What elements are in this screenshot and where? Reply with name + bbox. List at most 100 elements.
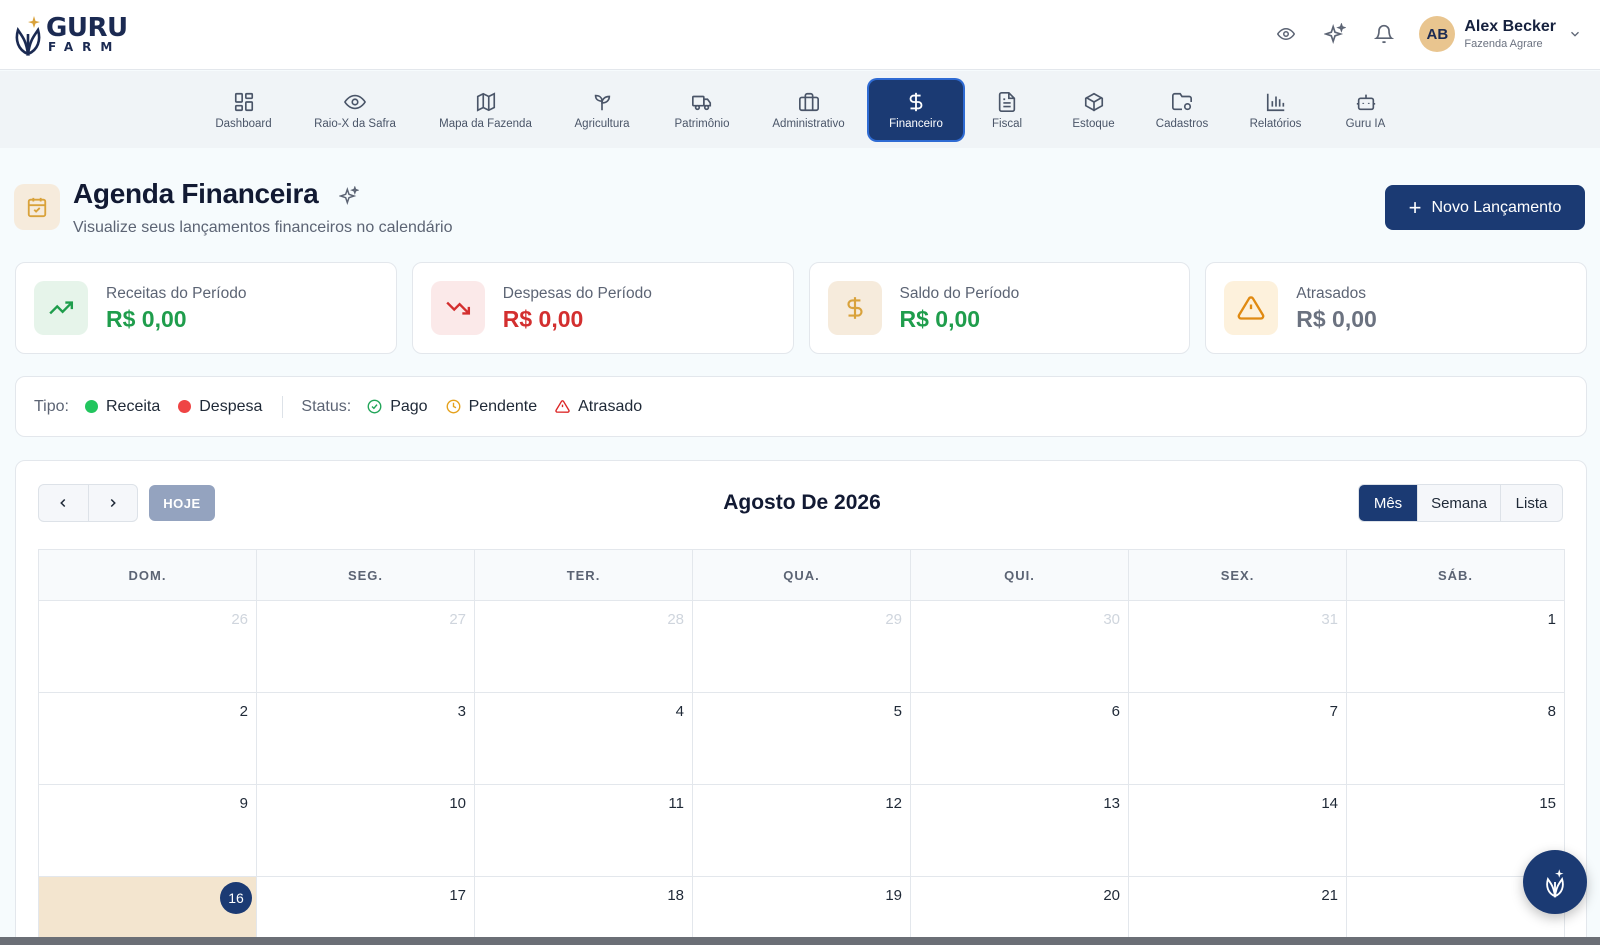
day-number: 17 bbox=[449, 887, 466, 904]
day-cell[interactable]: 31 bbox=[1129, 601, 1347, 693]
calendar-weeks: 26 27 28 29 30 31 1 2 3 4 5 6 7 8 9 10 11 12 13 14 15 16 17 18 1… bbox=[39, 601, 1565, 945]
week-row: 26 27 28 29 30 31 1 bbox=[39, 601, 1565, 693]
next-month-button[interactable] bbox=[87, 485, 138, 521]
day-cell[interactable]: 10 bbox=[257, 785, 475, 877]
day-cell[interactable]: 12 bbox=[693, 785, 911, 877]
card-label: Atrasados bbox=[1296, 285, 1367, 302]
day-number: 8 bbox=[1547, 703, 1556, 720]
nav-label: Raio-X da Safra bbox=[314, 117, 396, 130]
view-month-button[interactable]: Mês bbox=[1359, 485, 1417, 521]
guru-assistant-button[interactable] bbox=[1523, 850, 1587, 914]
nav-estoque[interactable]: Estoque bbox=[1051, 80, 1136, 140]
day-cell[interactable]: 29 bbox=[693, 601, 911, 693]
day-cell[interactable]: 7 bbox=[1129, 693, 1347, 785]
day-cell[interactable]: 13 bbox=[911, 785, 1129, 877]
status-label: Status: bbox=[301, 397, 352, 415]
truck-icon bbox=[692, 95, 712, 110]
window-bottom-edge bbox=[0, 937, 1600, 945]
nav-fiscal[interactable]: Fiscal bbox=[963, 80, 1051, 140]
logo[interactable]: GURU FARM bbox=[12, 10, 128, 58]
day-cell[interactable]: 28 bbox=[475, 601, 693, 693]
day-cell[interactable]: 21 bbox=[1129, 877, 1347, 945]
day-cell[interactable]: 1 bbox=[1347, 601, 1565, 693]
day-cell[interactable]: 30 bbox=[911, 601, 1129, 693]
legend-label: Receita bbox=[105, 397, 161, 415]
day-cell[interactable]: 11 bbox=[475, 785, 693, 877]
week-row: 2 3 4 5 6 7 8 bbox=[39, 693, 1565, 785]
day-cell[interactable]: 5 bbox=[693, 693, 911, 785]
day-cell[interactable]: 4 bbox=[475, 693, 693, 785]
nav-dashboard[interactable]: Dashboard bbox=[200, 80, 287, 140]
nav-label: Cadastros bbox=[1155, 117, 1209, 130]
sparkles-icon[interactable] bbox=[1324, 23, 1347, 45]
day-cell[interactable]: 18 bbox=[475, 877, 693, 945]
today-button[interactable]: HOJE bbox=[149, 485, 215, 521]
plus-icon: + bbox=[1408, 194, 1422, 220]
bar-chart-icon bbox=[1266, 93, 1284, 111]
calendar-title: Agosto De 2026 bbox=[723, 491, 881, 514]
weekday-header: SEG. bbox=[257, 550, 475, 601]
legend-pendente: Pendente bbox=[446, 398, 537, 416]
visibility-eye-icon[interactable] bbox=[1275, 23, 1297, 45]
chevron-down-icon bbox=[1571, 31, 1579, 37]
nav-guru-ia[interactable]: Guru IA bbox=[1323, 80, 1408, 140]
divider bbox=[282, 395, 284, 418]
red-dot-icon bbox=[178, 400, 192, 413]
warning-icon bbox=[1224, 281, 1279, 335]
nav-label: Relatórios bbox=[1249, 117, 1302, 130]
nav-mapa[interactable]: Mapa da Fazenda bbox=[423, 80, 548, 140]
nav-raio-x[interactable]: Raio-X da Safra bbox=[287, 80, 423, 140]
view-week-button[interactable]: Semana bbox=[1417, 485, 1500, 521]
day-cell[interactable]: 15 bbox=[1347, 785, 1565, 877]
eye-icon bbox=[344, 94, 366, 109]
day-cell[interactable]: 2 bbox=[39, 693, 257, 785]
day-cell[interactable]: 20 bbox=[911, 877, 1129, 945]
nav-agricultura[interactable]: Agricultura bbox=[548, 80, 656, 140]
day-number: 10 bbox=[449, 795, 466, 812]
day-cell-today[interactable]: 16 bbox=[39, 877, 257, 945]
day-cell[interactable]: 27 bbox=[257, 601, 475, 693]
view-list-button[interactable]: Lista bbox=[1500, 485, 1562, 521]
nav-label: Administrativo bbox=[772, 117, 845, 130]
day-cell[interactable]: 8 bbox=[1347, 693, 1565, 785]
robot-icon bbox=[1356, 94, 1375, 110]
day-number: 6 bbox=[1111, 703, 1120, 720]
weekday-header: TER. bbox=[475, 550, 693, 601]
nav-financeiro[interactable]: Financeiro bbox=[869, 80, 963, 140]
brand-line1: GURU bbox=[46, 13, 128, 43]
day-number: 13 bbox=[1103, 795, 1120, 812]
prev-month-button[interactable] bbox=[39, 485, 88, 521]
document-icon bbox=[998, 91, 1016, 112]
day-number: 11 bbox=[668, 795, 684, 812]
green-dot-icon bbox=[84, 400, 98, 413]
day-cell[interactable]: 6 bbox=[911, 693, 1129, 785]
user-menu[interactable]: AB Alex Becker Fazenda Agrare bbox=[1419, 16, 1582, 52]
day-cell[interactable]: 3 bbox=[257, 693, 475, 785]
nav-administrativo[interactable]: Administrativo bbox=[748, 80, 869, 140]
day-cell[interactable]: 17 bbox=[257, 877, 475, 945]
nav-cadastros[interactable]: Cadastros bbox=[1136, 80, 1228, 140]
new-entry-label: Novo Lançamento bbox=[1431, 198, 1562, 216]
card-value: R$ 0,00 bbox=[106, 306, 187, 332]
sparkles-icon[interactable] bbox=[339, 186, 359, 206]
weekday-header: SÁB. bbox=[1347, 550, 1565, 601]
new-entry-button[interactable]: + Novo Lançamento bbox=[1385, 185, 1585, 230]
day-number: 2 bbox=[239, 703, 248, 720]
nav-relatorios[interactable]: Relatórios bbox=[1228, 80, 1323, 140]
day-number: 26 bbox=[231, 611, 248, 628]
notification-bell-icon[interactable] bbox=[1373, 23, 1395, 45]
day-cell[interactable]: 9 bbox=[39, 785, 257, 877]
day-number: 9 bbox=[239, 795, 248, 812]
trending-down-icon bbox=[430, 281, 485, 335]
day-number: 27 bbox=[449, 611, 466, 628]
legend-label: Atrasado bbox=[578, 397, 643, 415]
summary-cards: Receitas do Período R$ 0,00 Despesas do … bbox=[15, 262, 1587, 354]
day-cell[interactable]: 14 bbox=[1129, 785, 1347, 877]
day-cell[interactable]: 19 bbox=[693, 877, 911, 945]
day-number: 5 bbox=[893, 703, 902, 720]
nav-patrimonio[interactable]: Patrimônio bbox=[656, 80, 748, 140]
warning-icon bbox=[555, 400, 570, 413]
chevron-left-icon bbox=[60, 498, 66, 508]
day-cell[interactable]: 26 bbox=[39, 601, 257, 693]
legend-label: Pago bbox=[390, 397, 428, 415]
